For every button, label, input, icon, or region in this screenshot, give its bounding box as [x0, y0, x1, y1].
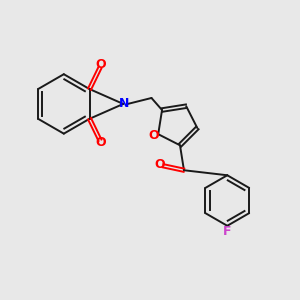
- Text: O: O: [95, 58, 106, 71]
- Text: N: N: [119, 98, 129, 110]
- Text: O: O: [148, 129, 159, 142]
- Text: F: F: [223, 225, 232, 238]
- Text: O: O: [95, 136, 106, 149]
- Text: O: O: [155, 158, 166, 171]
